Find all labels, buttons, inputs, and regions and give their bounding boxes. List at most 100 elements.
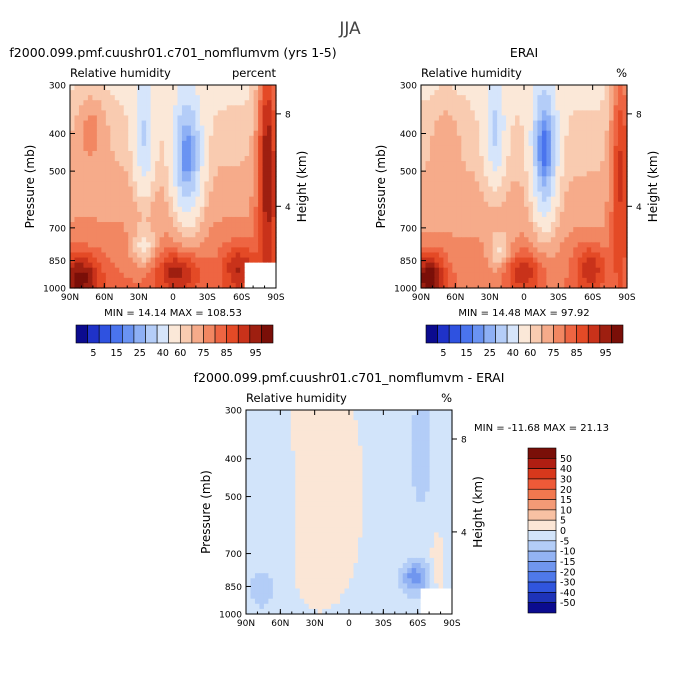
contour-cell <box>217 100 223 106</box>
contour-cell <box>344 537 350 544</box>
contour-cell <box>420 455 426 462</box>
contour-cell <box>582 90 588 96</box>
contour-cell <box>510 282 516 289</box>
contour-cell <box>425 90 431 96</box>
contour-cell <box>87 272 93 279</box>
contour-cell <box>438 171 444 177</box>
contour-cell <box>613 242 619 248</box>
contour-cell <box>295 425 301 431</box>
contour-cell <box>564 237 570 243</box>
contour-cell <box>501 110 507 117</box>
contour-cell <box>246 537 252 544</box>
contour-cell <box>515 277 521 284</box>
contour-cell <box>528 216 534 223</box>
contour-cell <box>164 90 170 96</box>
contour-cell <box>577 237 583 243</box>
contour-cell <box>546 211 552 218</box>
contour-cell <box>123 262 129 269</box>
contour-cell <box>550 242 556 248</box>
contour-cell <box>177 176 183 183</box>
contour-cell <box>577 191 583 198</box>
contour-cell <box>96 211 102 218</box>
contour-cell <box>217 145 223 152</box>
contour-cell <box>573 242 579 248</box>
contour-cell <box>447 506 453 513</box>
contour-cell <box>177 145 183 152</box>
contour-cell <box>177 282 183 289</box>
contour-cell <box>146 277 152 284</box>
contour-cell <box>604 140 610 147</box>
contour-cell <box>595 140 601 147</box>
contour-cell <box>573 201 579 208</box>
contour-cell <box>483 125 489 132</box>
contour-cell <box>429 120 436 127</box>
y-tick-label: 700 <box>400 224 417 234</box>
contour-cell <box>519 232 525 238</box>
contour-cell <box>146 171 152 177</box>
contour-cell <box>384 410 390 416</box>
contour-cell <box>231 140 237 147</box>
contour-cell <box>609 262 615 269</box>
contour-cell <box>452 216 458 223</box>
contour-cell <box>497 181 503 188</box>
contour-cell <box>231 222 237 228</box>
contour-cell <box>208 115 214 122</box>
contour-cell <box>425 435 431 442</box>
contour-cell <box>235 272 241 279</box>
contour-cell <box>217 227 223 233</box>
contour-cell <box>393 445 399 452</box>
contour-cell <box>204 181 210 188</box>
contour-cell <box>443 491 449 498</box>
contour-cell <box>83 145 89 152</box>
contour-cell <box>429 481 435 488</box>
contour-cell <box>483 262 489 269</box>
contour-cell <box>190 140 196 147</box>
contour-cell <box>559 201 565 208</box>
contour-cell <box>268 501 274 508</box>
contour-cell <box>479 135 485 142</box>
panel-title: ERAI <box>510 45 538 60</box>
contour-cell <box>465 145 471 152</box>
contour-cell <box>249 181 255 188</box>
contour-cell <box>235 262 241 269</box>
contour-cell <box>479 150 485 157</box>
contour-cell <box>181 125 188 132</box>
contour-cell <box>492 115 498 122</box>
contour-cell <box>515 120 521 127</box>
contour-cell <box>407 435 413 442</box>
contour-cell <box>421 125 427 132</box>
contour-cell <box>425 196 431 203</box>
contour-cell <box>501 277 507 284</box>
contour-cell <box>546 216 552 223</box>
contour-cell <box>208 125 214 132</box>
contour-cell <box>582 227 588 233</box>
contour-cell <box>420 415 426 421</box>
contour-cell <box>429 161 436 167</box>
contour-cell <box>393 461 399 467</box>
contour-cell <box>155 257 161 264</box>
contour-cell <box>515 186 521 193</box>
contour-cell <box>217 267 223 274</box>
contour-cell <box>335 491 341 498</box>
contour-cell <box>537 130 543 137</box>
contour-cell <box>150 247 156 254</box>
contour-cell <box>231 232 237 238</box>
contour-cell <box>101 135 107 142</box>
contour-cell <box>456 201 462 208</box>
contour-cell <box>447 95 453 101</box>
contour-cell <box>443 237 449 243</box>
contour-cell <box>609 171 615 177</box>
contour-cell <box>546 85 552 91</box>
contour-cell <box>470 257 476 264</box>
contour-cell <box>268 512 274 518</box>
contour-cell <box>429 171 436 177</box>
contour-cell <box>331 506 337 513</box>
y2-axis-title: Height (km) <box>295 151 309 222</box>
contour-cell <box>456 105 462 111</box>
contour-cell <box>92 156 98 162</box>
contour-cell <box>550 156 556 162</box>
contour-cell <box>421 252 427 259</box>
contour-cell <box>295 506 301 513</box>
contour-cell <box>259 440 265 447</box>
contour-cell <box>259 420 265 426</box>
